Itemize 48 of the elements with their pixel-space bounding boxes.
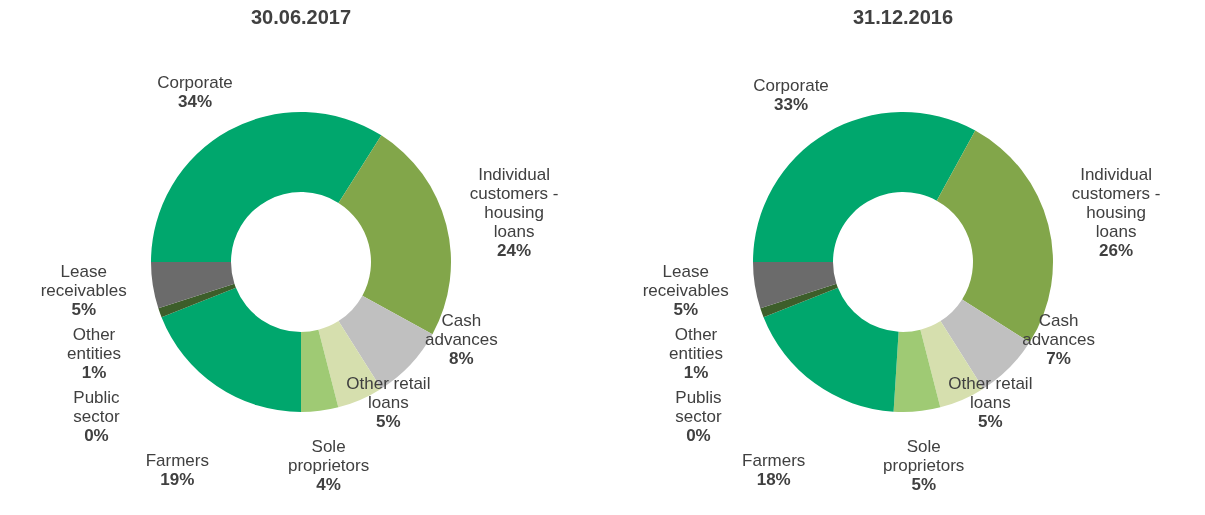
donut-slice: [893, 329, 941, 412]
chart-title: 30.06.2017: [250, 6, 352, 28]
chart-title: 31.12.2016: [852, 6, 954, 28]
data-label: 34%: [178, 91, 213, 111]
data-label: 19%: [160, 469, 195, 489]
data-label: 7%: [1046, 349, 1071, 368]
text: 0%: [84, 425, 109, 445]
donut-slice: [760, 283, 838, 318]
donut-slice: [161, 287, 301, 412]
slice-label: Farmers: [742, 450, 806, 470]
data-label: 8%: [449, 349, 474, 368]
data-label: 26%: [1099, 240, 1134, 260]
donut-slice: [151, 112, 382, 262]
slice-label: Corporate: [753, 75, 829, 95]
donut-slice: [753, 112, 976, 262]
slice-label: Other retail loans: [346, 374, 431, 412]
data-label: 5%: [71, 299, 96, 319]
slice-label: Individual customers - housing loans: [1071, 164, 1161, 241]
data-label: 5%: [673, 299, 698, 319]
slice-label: Sole proprietors: [287, 437, 370, 475]
category-label: Publis sector: [675, 387, 722, 426]
data-label: 4%: [316, 475, 341, 494]
slice-label: Lease receivables: [40, 261, 127, 300]
data-label: 1%: [81, 362, 107, 382]
donut-slice: [753, 262, 837, 309]
text: 0%: [686, 425, 711, 445]
slice-label: Cash advances: [1022, 311, 1095, 349]
slice-label: Cash advances: [424, 311, 498, 349]
data-label: 5%: [376, 412, 401, 431]
slice-label: Lease receivables: [642, 261, 729, 300]
donut-slice: [301, 329, 339, 412]
donut-slice: [158, 283, 236, 318]
slice-label: Other entities: [669, 324, 723, 363]
slice-label: Other entities: [67, 324, 121, 363]
data-label: 18%: [756, 469, 791, 489]
data-label: 5%: [978, 412, 1003, 431]
slice-label: Other retail loans: [948, 374, 1033, 412]
donut-slice: [151, 262, 235, 309]
slice-label: Individual customers - housing loans: [469, 164, 559, 241]
data-label: 24%: [497, 240, 532, 260]
slice-label: Corporate: [157, 72, 233, 92]
donut-slice: [763, 287, 899, 412]
data-label: 5%: [911, 475, 936, 494]
slice-label: Farmers: [145, 450, 209, 470]
category-label: Public sector: [73, 387, 120, 426]
slice-label: Sole proprietors: [883, 437, 965, 475]
data-label: 1%: [683, 362, 709, 382]
data-label: 33%: [774, 94, 809, 114]
